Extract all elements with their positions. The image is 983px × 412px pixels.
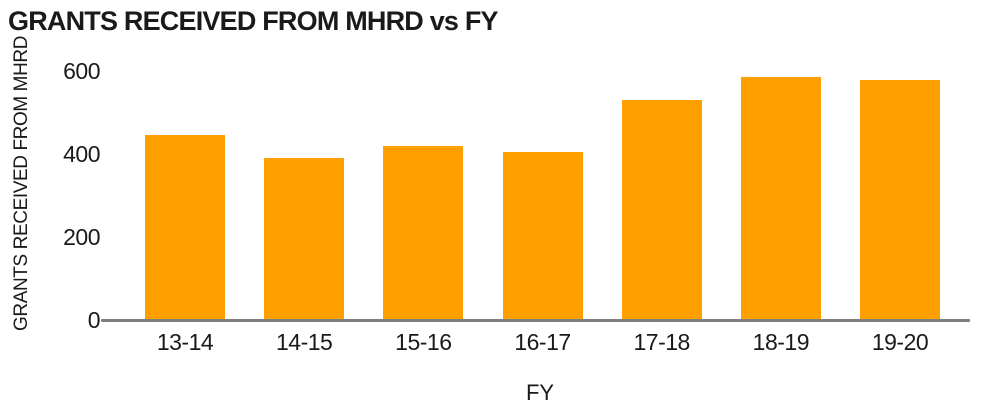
chart-title: GRANTS RECEIVED FROM MHRD vs FY xyxy=(8,6,499,36)
y-axis-title: GRANTS RECEIVED FROM MHRD xyxy=(11,35,32,331)
x-tick-label: 18-19 xyxy=(752,329,810,355)
x-tick-label: 17-18 xyxy=(633,329,691,355)
x-tick-label: 16-17 xyxy=(514,329,571,355)
bar-16-17 xyxy=(502,151,583,320)
x-axis-title: FY xyxy=(525,380,555,405)
y-tick-label: 200 xyxy=(63,223,100,250)
x-tick-label: 19-20 xyxy=(871,329,929,355)
x-tick-label: 13-14 xyxy=(156,329,214,355)
x-axis-line xyxy=(101,319,970,322)
bar-17-18 xyxy=(621,100,702,320)
bar-18-19 xyxy=(740,77,821,320)
bar-15-16 xyxy=(383,145,464,320)
x-tick-label: 15-16 xyxy=(395,329,452,355)
x-tick-label: 14-15 xyxy=(275,329,333,355)
y-tick-label: 600 xyxy=(63,57,100,84)
y-tick-label: 0 xyxy=(87,306,101,333)
bar-19-20 xyxy=(860,80,941,320)
plot-area xyxy=(103,71,970,320)
bar-14-15 xyxy=(264,158,345,320)
y-tick-label: 400 xyxy=(63,140,100,167)
bar-13-14 xyxy=(145,135,225,320)
